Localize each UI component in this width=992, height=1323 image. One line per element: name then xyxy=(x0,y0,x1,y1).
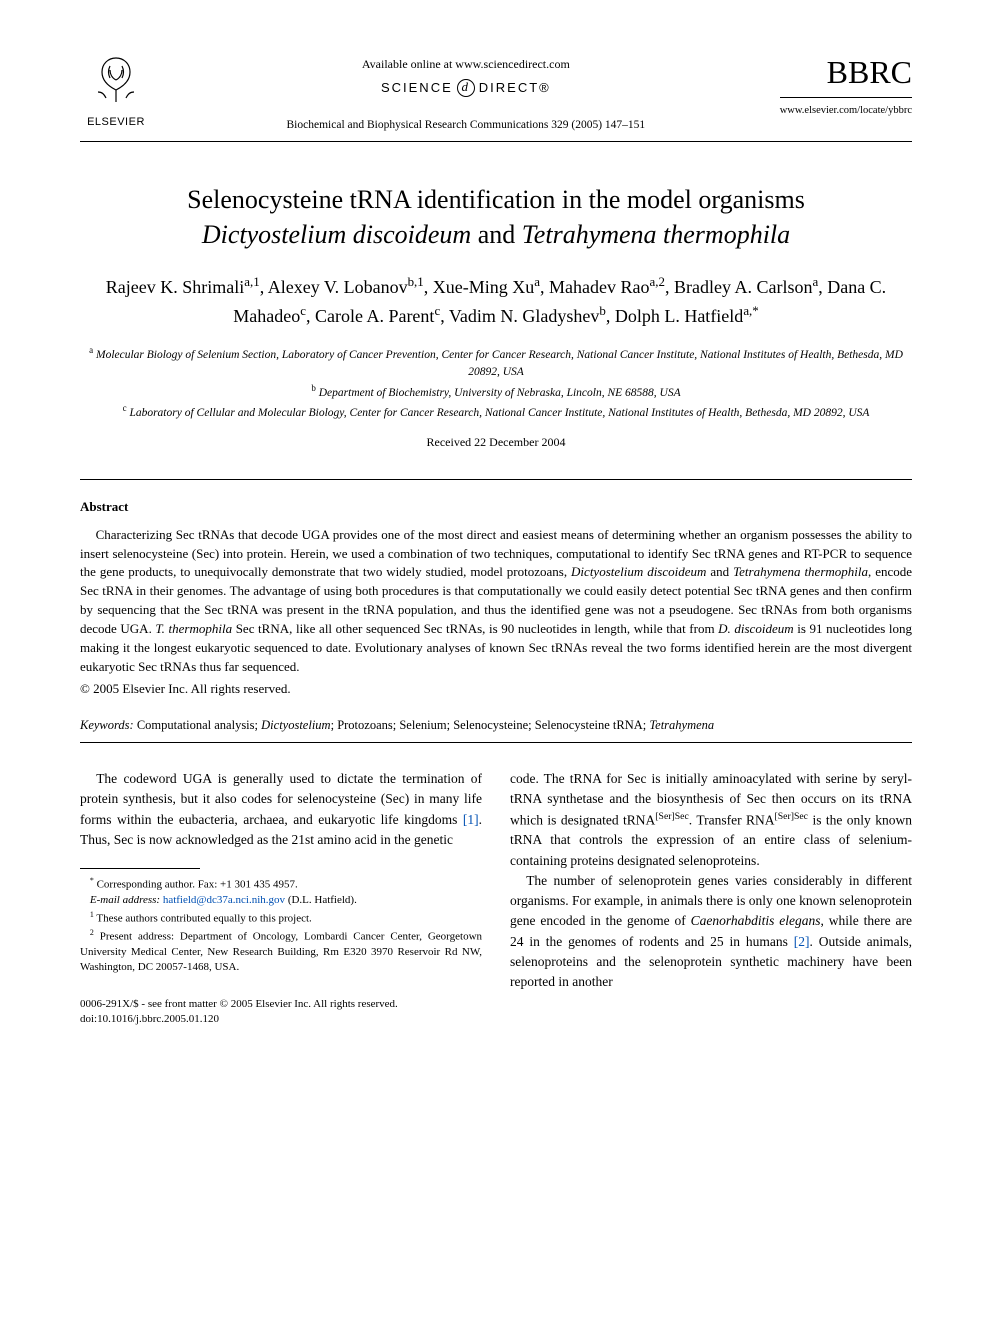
fn2-text: Present address: Department of Oncology,… xyxy=(80,930,482,973)
abstract-text: Sec tRNA, like all other sequenced Sec t… xyxy=(232,621,718,636)
locate-url: www.elsevier.com/locate/ybbrc xyxy=(780,104,912,119)
bbrc-logo: BBRC xyxy=(780,50,912,98)
abstract-ital: T. thermophila xyxy=(155,621,232,636)
header-center: Available online at www.sciencedirect.co… xyxy=(152,50,780,133)
article-title-block: Selenocysteine tRNA identification in th… xyxy=(80,182,912,252)
ref-link-2[interactable]: [2] xyxy=(794,934,810,949)
header-rule xyxy=(80,141,912,142)
body-para-1-right: code. The tRNA for Sec is initially amin… xyxy=(510,769,912,871)
title-conj: and xyxy=(471,220,522,249)
abstract-ital: D. discoideum xyxy=(718,621,793,636)
elsevier-logo: ELSEVIER xyxy=(80,50,152,130)
body-right-p1b: . Transfer RNA xyxy=(689,812,775,827)
affiliation-b: b Department of Biochemistry, University… xyxy=(80,382,912,402)
footnote-email: E-mail address: hatfield@dc37a.nci.nih.g… xyxy=(80,893,482,908)
affiliations: a Molecular Biology of Selenium Section,… xyxy=(80,344,912,421)
body-right-sup2: [Ser]Sec xyxy=(775,811,808,822)
fn-email-suffix: (D.L. Hatfield). xyxy=(285,894,357,906)
author-affil-sup: b,1 xyxy=(408,274,424,289)
right-column: code. The tRNA for Sec is initially amin… xyxy=(510,769,912,1027)
keyword-term: Computational analysis xyxy=(137,718,255,732)
sd-right: DIRECT® xyxy=(479,79,551,97)
body-left-p1a: The codeword UGA is generally used to di… xyxy=(80,771,482,827)
body-para-1-left: The codeword UGA is generally used to di… xyxy=(80,769,482,850)
abstract-top-rule xyxy=(80,479,912,480)
author-name: , Mahadev Rao xyxy=(540,277,649,297)
affiliation-c: c Laboratory of Cellular and Molecular B… xyxy=(80,402,912,422)
footnote-corresponding: * Corresponding author. Fax: +1 301 435 … xyxy=(80,875,482,893)
bbrc-block: BBRC www.elsevier.com/locate/ybbrc xyxy=(780,50,912,118)
affiliation-a-text: Molecular Biology of Selenium Section, L… xyxy=(96,349,903,378)
title-line1: Selenocysteine tRNA identification in th… xyxy=(187,185,805,214)
author-affil-sup: a,* xyxy=(743,303,758,318)
keyword-sep: ; xyxy=(528,718,535,732)
author-affil-sup: a,1 xyxy=(244,274,259,289)
left-column: The codeword UGA is generally used to di… xyxy=(80,769,482,1027)
abstract-heading: Abstract xyxy=(80,498,912,516)
affiliation-b-text: Department of Biochemistry, University o… xyxy=(319,386,681,398)
body-para-2-right: The number of selenoprotein genes varies… xyxy=(510,871,912,993)
keyword-term: Selenium xyxy=(399,718,446,732)
author-name: Rajeev K. Shrimali xyxy=(106,277,244,297)
author-affil-sup: a,2 xyxy=(650,274,665,289)
author-name: , Alexey V. Lobanov xyxy=(260,277,408,297)
keywords-label: Keywords: xyxy=(80,718,137,732)
footnotes: * Corresponding author. Fax: +1 301 435 … xyxy=(80,875,482,975)
author-name: , Vadim N. Gladyshev xyxy=(440,306,599,326)
author-name: , Xue-Ming Xu xyxy=(424,277,535,297)
keyword-term: Dictyostelium xyxy=(261,718,330,732)
affiliation-c-text: Laboratory of Cellular and Molecular Bio… xyxy=(129,407,869,419)
affiliation-a: a Molecular Biology of Selenium Section,… xyxy=(80,344,912,381)
keyword-term: Selenocysteine tRNA xyxy=(535,718,643,732)
available-online-text: Available online at www.sciencedirect.co… xyxy=(152,56,780,73)
sd-left: SCIENCE xyxy=(381,79,453,97)
author-name: , Dolph L. Hatfield xyxy=(606,306,743,326)
email-link[interactable]: hatfield@dc37a.nci.nih.gov xyxy=(163,894,285,906)
bottom-block: 0006-291X/$ - see front matter © 2005 El… xyxy=(80,997,482,1027)
keyword-term: Tetrahymena xyxy=(649,718,714,732)
doi-line: doi:10.1016/j.bbrc.2005.01.120 xyxy=(80,1012,482,1027)
journal-reference: Biochemical and Biophysical Research Com… xyxy=(152,117,780,133)
abstract-ital: Dictyostelium discoideum xyxy=(571,564,706,579)
elsevier-tree-icon xyxy=(88,50,144,106)
fn1-text: These authors contributed equally to thi… xyxy=(96,912,311,924)
footnote-1: 1 These authors contributed equally to t… xyxy=(80,909,482,927)
keyword-term: Protozoans xyxy=(337,718,393,732)
fn-corr-text: Corresponding author. Fax: +1 301 435 49… xyxy=(97,879,298,891)
abstract-ital: Tetrahymena thermophila xyxy=(733,564,868,579)
author-name: , Bradley A. Carlson xyxy=(665,277,812,297)
article-title: Selenocysteine tRNA identification in th… xyxy=(80,182,912,252)
keywords-rule xyxy=(80,742,912,743)
abstract-copyright: © 2005 Elsevier Inc. All rights reserved… xyxy=(80,680,912,698)
elsevier-label: ELSEVIER xyxy=(80,115,152,130)
body-right-sup1: [Ser]Sec xyxy=(655,811,688,822)
author-name: , Carole A. Parent xyxy=(306,306,434,326)
sd-circle-icon xyxy=(457,79,475,97)
keyword-term: Selenocysteine xyxy=(453,718,528,732)
body-right-p2ital: Caenorhabditis elegans xyxy=(691,913,821,928)
title-ital2: Tetrahymena thermophila xyxy=(522,220,790,249)
abstract-body: Characterizing Sec tRNAs that decode UGA… xyxy=(80,526,912,677)
body-columns: The codeword UGA is generally used to di… xyxy=(80,769,912,1027)
issn-line: 0006-291X/$ - see front matter © 2005 El… xyxy=(80,997,482,1012)
footnote-2: 2 Present address: Department of Oncolog… xyxy=(80,927,482,976)
abstract-text: and xyxy=(706,564,733,579)
ref-link-1[interactable]: [1] xyxy=(463,812,479,827)
fn-email-label: E-mail address: xyxy=(90,894,160,906)
keywords: Keywords: Computational analysis; Dictyo… xyxy=(80,717,912,735)
sciencedirect-logo: SCIENCE DIRECT® xyxy=(381,79,551,97)
received-date: Received 22 December 2004 xyxy=(80,434,912,451)
authors-list: Rajeev K. Shrimalia,1, Alexey V. Lobanov… xyxy=(80,272,912,330)
page-header: ELSEVIER Available online at www.science… xyxy=(80,50,912,133)
title-ital1: Dictyostelium discoideum xyxy=(202,220,471,249)
footnote-separator xyxy=(80,868,200,869)
